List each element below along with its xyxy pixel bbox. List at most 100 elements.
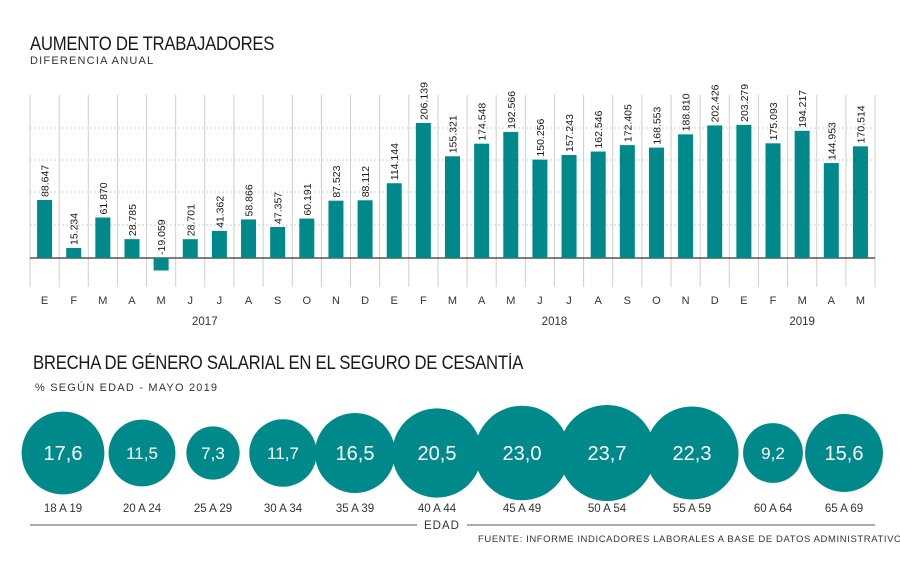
x-tick-label: E [41, 295, 48, 307]
bubble [249, 419, 317, 487]
bar [124, 239, 140, 258]
age-category-label: 18 A 19 [44, 503, 82, 515]
bar-value-label: 58.866 [244, 184, 256, 216]
bar [153, 258, 169, 271]
bar-value-label: 88.112 [360, 166, 372, 197]
bar [532, 159, 548, 258]
bar [503, 131, 519, 258]
bar-value-label: 61.870 [98, 182, 110, 214]
bubble-value-label: 7,3 [201, 444, 225, 463]
bar-value-label: 172.405 [622, 104, 634, 142]
bar [648, 147, 664, 258]
age-category-label: 60 A 64 [754, 503, 793, 515]
section-subtitle: % SEGÚN EDAD - MAYO 2019 [35, 382, 219, 394]
x-tick-label: J [537, 295, 543, 307]
bubble [743, 423, 803, 483]
x-tick-label: O [303, 295, 312, 307]
x-tick-label: J [566, 295, 572, 307]
bar-value-label: 155.321 [448, 115, 460, 153]
x-tick-label: A [478, 295, 486, 307]
x-tick-label: M [448, 295, 457, 307]
bar [357, 200, 373, 258]
bubble-value-label: 22,3 [673, 443, 712, 465]
bar-value-label: 47.357 [273, 192, 285, 224]
x-tick-label: E [391, 295, 398, 307]
bar-value-label: 87.523 [331, 165, 343, 197]
bubble-value-label: 9,2 [761, 444, 785, 463]
x-tick-label: F [770, 295, 777, 307]
year-label: 2019 [789, 316, 815, 328]
bar [823, 163, 839, 258]
age-category-label: 40 A 44 [418, 503, 457, 515]
bubble-value-label: 17,6 [44, 443, 83, 465]
bar [95, 217, 111, 258]
bubble [21, 411, 105, 495]
source-note: FUENTE: INFORME INDICADORES LABORALES A … [478, 534, 900, 545]
bubble [186, 426, 240, 480]
bubble [805, 414, 883, 492]
age-category-label: 45 A 49 [503, 503, 541, 515]
x-tick-label: M [856, 295, 865, 307]
bubble-value-label: 23,7 [588, 443, 627, 465]
x-tick-label: M [98, 295, 107, 307]
x-axis-label: EDAD [424, 520, 460, 532]
bar-value-label: 206.139 [418, 82, 430, 120]
bar [561, 155, 577, 258]
year-label: 2018 [542, 316, 568, 328]
bubble [474, 405, 570, 501]
bar-value-label: 175.093 [768, 102, 780, 140]
bar-value-label: 150.256 [535, 118, 547, 156]
bar [37, 199, 53, 258]
chart-title: AUMENTO DE TRABAJADORES [30, 34, 275, 55]
bubble [108, 419, 176, 487]
bar-value-label: 202.426 [710, 84, 722, 122]
bar-value-label: 194.217 [797, 90, 809, 128]
bar-value-label: 192.566 [506, 91, 518, 129]
bubble-value-label: 20,5 [418, 443, 457, 465]
age-category-label: 35 A 39 [336, 503, 374, 515]
age-category-label: 50 A 54 [588, 503, 627, 515]
bar-value-label: -19.059 [156, 219, 168, 255]
bar [445, 156, 460, 258]
x-tick-label: A [828, 295, 836, 307]
bar [270, 226, 286, 258]
bar-value-label: 88.647 [40, 165, 52, 197]
section-title: BRECHA DE GÉNERO SALARIAL EN EL SEGURO D… [33, 353, 524, 374]
bar-value-label: 114.144 [389, 143, 401, 180]
x-tick-label: S [624, 295, 631, 307]
bubble-value-label: 15,6 [825, 443, 864, 465]
year-label: 2017 [192, 316, 218, 328]
bar [241, 219, 257, 258]
x-tick-label: J [217, 295, 223, 307]
bar [66, 248, 82, 258]
bubble [559, 405, 655, 501]
x-tick-label: M [798, 295, 807, 307]
bubble-value-label: 23,0 [503, 443, 542, 465]
bar [852, 146, 868, 258]
bar-value-label: 144.953 [826, 122, 838, 160]
x-tick-label: E [740, 295, 747, 307]
bubble-value-label: 11,7 [267, 444, 299, 463]
bar-value-label: 188.810 [681, 93, 693, 131]
x-tick-label: D [361, 295, 369, 307]
bar [619, 145, 635, 258]
bar [590, 151, 606, 258]
bar [678, 134, 694, 258]
x-tick-label: A [245, 295, 253, 307]
x-tick-label: N [332, 295, 340, 307]
bar [182, 239, 198, 258]
bar-value-label: 60.191 [302, 183, 314, 215]
x-tick-label: M [506, 295, 515, 307]
age-category-label: 25 A 29 [194, 503, 232, 515]
bar-value-label: 41.362 [214, 196, 226, 228]
chart-subtitle: DIFERENCIA ANUAL [30, 55, 155, 67]
age-category-label: 65 A 69 [825, 503, 863, 515]
bar [211, 230, 227, 258]
bar [794, 130, 810, 258]
x-tick-label: A [595, 295, 603, 307]
bubble [314, 412, 396, 494]
x-tick-label: A [128, 295, 136, 307]
bar [386, 183, 402, 258]
bar-value-label: 15.234 [69, 213, 81, 245]
bar-value-label: 168.553 [651, 106, 663, 144]
